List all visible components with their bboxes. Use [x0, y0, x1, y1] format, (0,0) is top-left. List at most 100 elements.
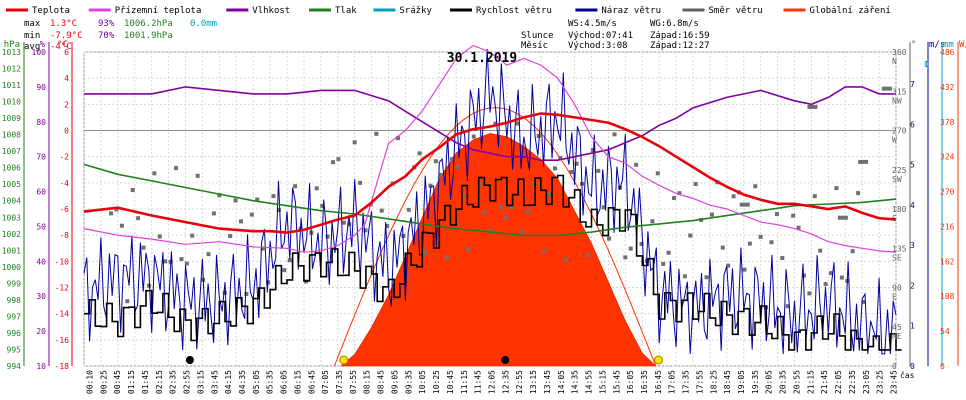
axis-tick-label: 5 — [910, 161, 915, 170]
wind-dir-point — [222, 290, 227, 295]
x-tick-label: 10:25 — [432, 370, 441, 394]
wind-dir-point — [114, 207, 119, 212]
wind-dir-point — [807, 291, 812, 296]
x-tick-label: 04:15 — [224, 370, 233, 394]
axis-tick-label: 90 — [892, 284, 902, 293]
x-tick-label: 20:35 — [779, 370, 788, 394]
stats-cell: 70% — [98, 31, 115, 41]
wind-dir-point — [563, 257, 568, 262]
axis-tick-sub: W — [892, 136, 897, 145]
wind-dir-point — [433, 159, 438, 164]
x-tick-label: 09:05 — [390, 370, 399, 394]
x-tick-label: 10:45 — [446, 370, 455, 394]
axis-tick-label: 135 — [892, 244, 907, 253]
axis-unit: % — [40, 40, 46, 50]
axis-tick-label: 6 — [64, 48, 69, 57]
x-tick-label: 14:35 — [571, 370, 580, 394]
axis-unit: °C — [57, 40, 68, 50]
axis-tick-label: 1005 — [2, 180, 21, 189]
wind-dir-point — [590, 147, 595, 152]
axis-tick-label: 0 — [924, 60, 929, 69]
x-tick-label: 17:05 — [668, 370, 677, 394]
axis-tick-label: 4 — [64, 74, 69, 83]
wind-dir-point — [850, 249, 855, 254]
wind-dir-point — [152, 171, 157, 176]
wind-dir-point — [666, 250, 671, 255]
axis-tick-label: 4 — [910, 201, 915, 210]
x-tick-label: 06:05 — [280, 370, 289, 394]
axis-tick-label: 999 — [7, 279, 22, 288]
x-tick-label: 00:45 — [113, 370, 122, 394]
x-tick-label: 18:45 — [723, 370, 732, 394]
axis-tick-label: 270 — [940, 188, 955, 197]
stats-cell: avg — [24, 42, 40, 52]
plot-area — [83, 44, 902, 367]
wind-dir-point — [655, 171, 660, 176]
x-tick-label: 22:35 — [848, 370, 857, 394]
x-tick-label: 15:15 — [598, 370, 607, 394]
wind-dir-point — [195, 173, 200, 178]
stats-cell: 1006.2hPa — [124, 19, 173, 29]
axis-unit: ° — [911, 40, 916, 50]
axis-tick-sub: NE — [892, 332, 902, 341]
wind-dir-point — [607, 236, 612, 241]
wind-dir-point — [206, 252, 211, 257]
axis-tick-label: 1009 — [2, 114, 21, 123]
x-tick-label: 12:55 — [515, 370, 524, 394]
wind-dir-point — [829, 271, 834, 276]
axis-tick-label: 270 — [892, 127, 907, 136]
stats-cell: Východ:3:08 — [568, 41, 628, 51]
wind-dir-point — [742, 267, 747, 272]
wind-dir-point — [693, 182, 698, 187]
legend-label: Směr větru — [709, 6, 763, 16]
axis-tick-label: 360 — [892, 48, 907, 57]
wind-dir-point — [276, 208, 281, 213]
wind-dir-point — [739, 202, 750, 207]
x-tick-label: 12:05 — [488, 370, 497, 394]
axis-tick-label: 998 — [7, 296, 22, 305]
x-tick-label: 10:05 — [418, 370, 427, 394]
axis-rain: mm 10 — [924, 40, 954, 366]
x-tick-label: 18:25 — [709, 370, 718, 394]
wind-dir-point — [455, 165, 460, 170]
axis-tick-label: 80 — [36, 118, 46, 127]
x-tick-label: 20:55 — [792, 370, 801, 394]
wind-dir-point — [417, 151, 422, 156]
wind-dir-point — [157, 234, 162, 239]
stats-cell: WS:4.5m/s — [568, 19, 617, 29]
stats-cell: min — [24, 31, 40, 41]
wind-dir-point — [612, 132, 617, 137]
axis-unit: hPa — [4, 40, 20, 50]
axis-tick-label: 1004 — [2, 197, 21, 206]
x-tick-label: 07:55 — [349, 370, 358, 394]
wind-dir-point — [244, 291, 249, 296]
axis-tick-label: 0 — [910, 362, 915, 371]
x-tick-label: 11:45 — [474, 370, 483, 394]
wind-dir-point — [141, 245, 146, 250]
x-tick-label: 23:25 — [876, 370, 885, 394]
axis-tick-label: 996 — [7, 329, 22, 338]
stats-cell: 0.0mm — [190, 19, 217, 29]
wind-dir-point — [249, 212, 254, 217]
wind-dir-point — [211, 211, 216, 216]
x-tick-label: 08:15 — [363, 370, 372, 394]
wind-dir-point — [325, 234, 330, 239]
series-wind-gust — [83, 48, 897, 355]
axis-tick-label: -4 — [59, 179, 69, 188]
x-tick-label: 06:15 — [293, 370, 302, 394]
x-tick-label: 05:05 — [252, 370, 261, 394]
wind-dir-point — [358, 180, 363, 185]
wind-dir-point — [293, 184, 298, 189]
wind-dir-point — [758, 234, 763, 239]
sun-marker — [653, 355, 663, 365]
axis-tick-label: 180 — [892, 205, 907, 214]
stats-min: min -7.9°C 70% 1001.9hPa — [24, 31, 173, 41]
wind-dir-point — [731, 194, 736, 199]
wind-dir-point — [260, 246, 265, 251]
wind-dir-point — [379, 208, 384, 213]
axis-humidity: %100 90 80 70 60 50 40 30 20 10 — [32, 40, 50, 371]
x-tick-label: 07:35 — [335, 370, 344, 394]
stats-cell: Východ:07:41 — [568, 31, 633, 41]
